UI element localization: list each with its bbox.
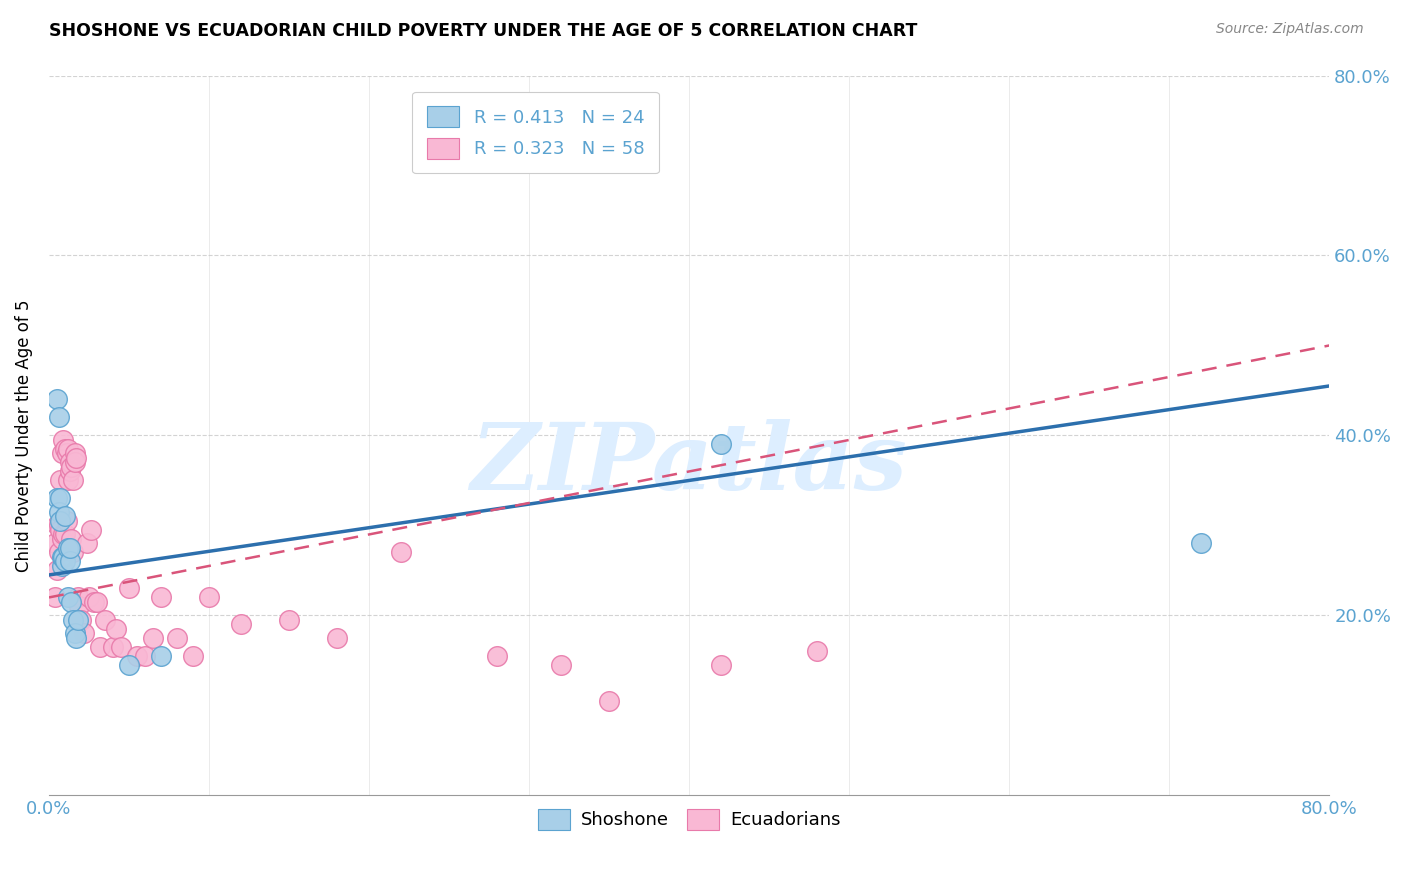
- Point: [65, 631, 87, 645]
- Point: [710, 657, 733, 672]
- Point: [66, 613, 89, 627]
- Point: [49, 491, 72, 506]
- Point: [60, 459, 83, 474]
- Point: [51, 558, 73, 573]
- Point: [53, 527, 76, 541]
- Legend: Shoshone, Ecuadorians: Shoshone, Ecuadorians: [523, 794, 855, 844]
- Point: [83, 595, 105, 609]
- Point: [48, 410, 70, 425]
- Point: [56, 591, 79, 605]
- Point: [150, 648, 173, 663]
- Point: [73, 626, 96, 640]
- Point: [65, 450, 87, 465]
- Point: [59, 455, 82, 469]
- Point: [60, 595, 83, 609]
- Point: [150, 591, 173, 605]
- Point: [49, 523, 72, 537]
- Point: [118, 657, 141, 672]
- Point: [46, 518, 69, 533]
- Point: [46, 491, 69, 506]
- Point: [1189, 536, 1212, 550]
- Point: [52, 549, 75, 564]
- Point: [53, 442, 76, 456]
- Point: [46, 564, 69, 578]
- Point: [66, 591, 89, 605]
- Point: [77, 591, 100, 605]
- Point: [142, 631, 165, 645]
- Point: [49, 514, 72, 528]
- Point: [59, 541, 82, 555]
- Point: [70, 613, 93, 627]
- Point: [198, 591, 221, 605]
- Point: [46, 392, 69, 407]
- Point: [710, 437, 733, 451]
- Point: [59, 554, 82, 568]
- Point: [53, 554, 76, 568]
- Y-axis label: Child Poverty Under the Age of 5: Child Poverty Under the Age of 5: [15, 299, 32, 572]
- Point: [63, 455, 86, 469]
- Point: [278, 613, 301, 627]
- Text: SHOSHONE VS ECUADORIAN CHILD POVERTY UNDER THE AGE OF 5 CORRELATION CHART: SHOSHONE VS ECUADORIAN CHILD POVERTY UND…: [49, 22, 918, 40]
- Point: [101, 640, 124, 654]
- Point: [60, 532, 83, 546]
- Point: [229, 617, 252, 632]
- Point: [52, 433, 75, 447]
- Point: [52, 527, 75, 541]
- Point: [48, 545, 70, 559]
- Point: [53, 509, 76, 524]
- Point: [110, 640, 132, 654]
- Point: [166, 631, 188, 645]
- Point: [94, 613, 117, 627]
- Point: [63, 626, 86, 640]
- Point: [55, 446, 77, 460]
- Point: [486, 648, 509, 663]
- Point: [51, 446, 73, 460]
- Point: [48, 505, 70, 519]
- Point: [181, 648, 204, 663]
- Point: [44, 536, 66, 550]
- Text: Source: ZipAtlas.com: Source: ZipAtlas.com: [1216, 22, 1364, 37]
- Point: [48, 518, 70, 533]
- Point: [118, 582, 141, 596]
- Point: [62, 545, 84, 559]
- Point: [67, 599, 90, 614]
- Point: [76, 536, 98, 550]
- Point: [56, 474, 79, 488]
- Point: [44, 591, 66, 605]
- Point: [326, 631, 349, 645]
- Point: [63, 446, 86, 460]
- Point: [598, 694, 620, 708]
- Point: [550, 657, 572, 672]
- Point: [86, 595, 108, 609]
- Point: [51, 549, 73, 564]
- Point: [56, 442, 79, 456]
- Point: [62, 613, 84, 627]
- Point: [51, 532, 73, 546]
- Point: [389, 545, 412, 559]
- Point: [49, 474, 72, 488]
- Point: [89, 640, 111, 654]
- Point: [105, 622, 128, 636]
- Point: [134, 648, 156, 663]
- Point: [62, 474, 84, 488]
- Point: [79, 523, 101, 537]
- Point: [55, 514, 77, 528]
- Point: [125, 648, 148, 663]
- Point: [806, 644, 828, 658]
- Point: [56, 541, 79, 555]
- Text: ZIPatlas: ZIPatlas: [471, 419, 908, 509]
- Point: [59, 465, 82, 479]
